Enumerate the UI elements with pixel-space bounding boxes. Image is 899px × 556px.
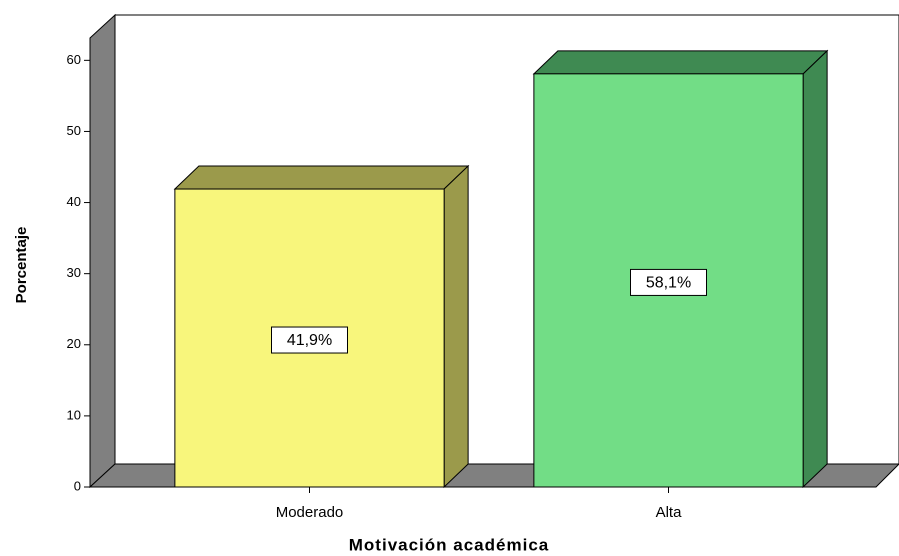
y-tick-label: 20 bbox=[67, 336, 81, 351]
value-label-box bbox=[271, 326, 348, 354]
y-tick-label: 60 bbox=[67, 52, 81, 67]
value-label: 41,9% bbox=[287, 332, 332, 349]
y-tick-label: 30 bbox=[67, 265, 81, 280]
y-tick-label: 10 bbox=[67, 407, 81, 422]
y-tick-label: 0 bbox=[74, 478, 81, 493]
y-tick-label: 50 bbox=[67, 123, 81, 138]
bar-top bbox=[173, 165, 470, 190]
value-label: 58,1% bbox=[646, 275, 691, 292]
value-label-box bbox=[630, 268, 707, 296]
bar-side bbox=[443, 164, 469, 489]
y-axis-label: Porcentaje bbox=[13, 227, 30, 304]
bar-top bbox=[532, 50, 829, 75]
x-axis-label: Motivación académica bbox=[349, 535, 549, 554]
y-tick-label: 40 bbox=[67, 194, 81, 209]
x-tick-label: Moderado bbox=[276, 504, 344, 521]
left-wall bbox=[89, 13, 116, 489]
x-tick-label: Alta bbox=[656, 504, 683, 521]
bar-side bbox=[802, 49, 828, 489]
